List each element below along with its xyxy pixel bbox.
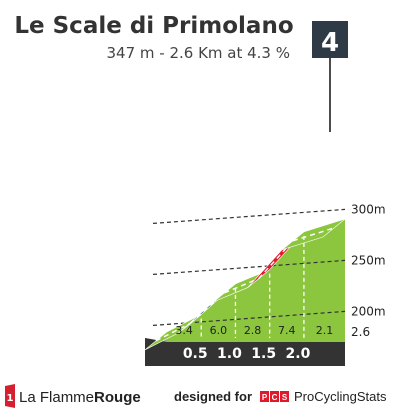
segment-road-line-0	[155, 322, 191, 342]
brand-bold: Rouge	[94, 389, 141, 406]
altitude-line-300	[152, 208, 346, 224]
altitude-label-200: 200m	[351, 304, 386, 318]
segment-road-line-4	[292, 227, 335, 242]
altitude-label-250: 250m	[351, 253, 386, 267]
km-label-0: 0.5	[183, 346, 208, 362]
profile-chart: 200m 250m 300m 3.4 6.0 2.8 7.4 2.1 0.5 1.0 1.5 2.0 2…	[144, 202, 386, 366]
category-number: 4	[321, 28, 339, 58]
brand-light: La Flamme	[19, 389, 94, 406]
km-label-2: 1.5	[251, 346, 276, 362]
svg-text:1: 1	[7, 393, 14, 404]
pcs-logo-icon: P C S	[260, 391, 289, 402]
gradient-label-3: 7.4	[278, 324, 296, 337]
flamme-rouge-icon: 1	[5, 384, 15, 408]
segment-road-line-2	[224, 277, 259, 294]
svg-text:P: P	[262, 393, 268, 402]
svg-text:C: C	[272, 393, 278, 402]
altitude-label-300: 300m	[351, 202, 386, 216]
gradient-label-2: 2.8	[244, 324, 262, 337]
designed-for-label: designed for	[174, 389, 252, 404]
category-4-badge-icon	[312, 21, 348, 58]
gradient-label-1: 6.0	[210, 324, 228, 337]
flamme-rouge-brand: La FlammeRouge	[19, 389, 141, 406]
km-label-3: 2.0	[286, 346, 311, 362]
category-badge: 4	[312, 21, 348, 132]
svg-text:S: S	[282, 393, 288, 402]
footer: 1 La FlammeRouge designed for P C S ProC…	[5, 384, 387, 408]
climb-title: Le Scale di Primolano	[14, 13, 293, 39]
gradient-label-4: 2.1	[316, 324, 334, 337]
profile-base-band	[145, 342, 345, 366]
climb-subtitle: 347 m - 2.6 Km at 4.3 %	[106, 44, 290, 62]
gradient-label-0: 3.4	[175, 324, 193, 337]
end-distance-label: 2.6	[351, 325, 370, 339]
pcs-name: ProCyclingStats	[294, 389, 387, 404]
km-label-1: 1.0	[217, 346, 242, 362]
